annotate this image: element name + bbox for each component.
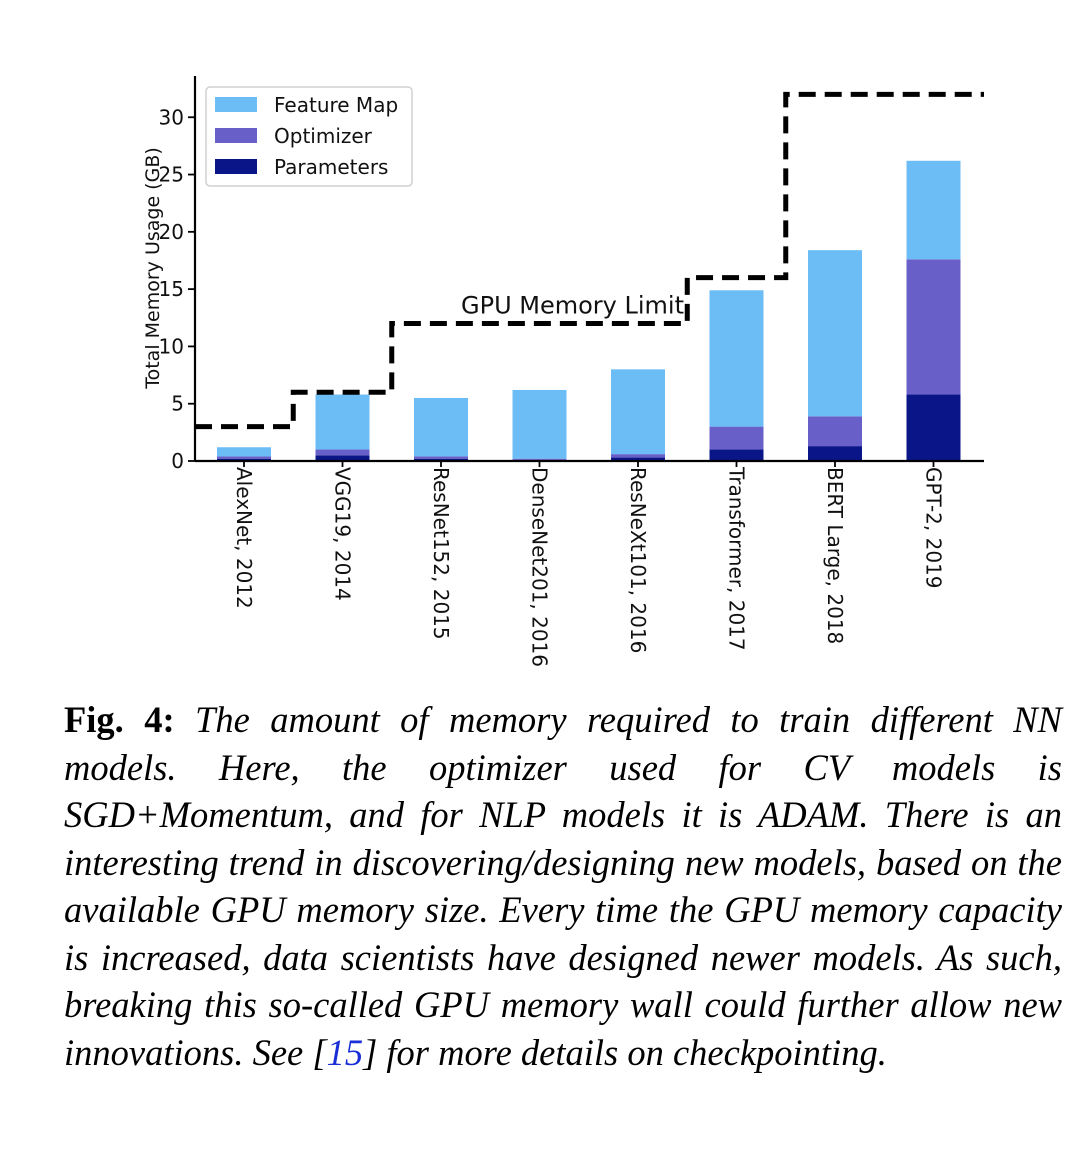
y-tick-label: 15 [159,277,184,301]
legend-box [205,86,413,187]
x-tick-label: AlexNet, 2012 [232,467,256,609]
bar-optimizer-resnet152-2015 [414,456,468,459]
memory-usage-chart: 0 5 10 15 20 25 30 AlexNet, 2012 VGG19, 2014 Res… [142,76,984,667]
y-tick-label: 30 [159,105,184,129]
bar-feature-map-alexnet-2012 [217,447,271,457]
bar-parameters-transformer-2017 [709,449,764,461]
legend-swatch-feature-map [215,97,257,112]
figure-caption-label: Fig. 4: [64,699,175,740]
gpu-memory-limit-layer [195,91,984,430]
x-tick-label: DenseNet201, 2016 [528,467,552,667]
bar-optimizer-resnext101-2016 [611,454,665,458]
bar-feature-map-vgg19-2014 [315,394,370,450]
bar-feature-map-transformer-2017 [709,290,764,427]
bar-parameters-vgg19-2014 [315,455,370,461]
bar-feature-map-gpt-2-2019 [906,160,961,260]
y-tick-label: 0 [171,449,184,473]
axes-layer [193,76,984,463]
bar-optimizer-vgg19-2014 [315,449,370,456]
bar-feature-map-resnet152-2015 [414,397,468,457]
x-tick-label: ResNeXt101, 2016 [626,467,650,653]
citation-link[interactable]: 15 [326,1031,364,1073]
bar-feature-map-densenet201-2016 [512,389,567,459]
x-tick-label: BERT Large, 2018 [823,467,847,644]
x-tick-label: VGG19, 2014 [331,467,355,601]
bars-layer [217,160,961,461]
bar-parameters-resnet152-2015 [414,458,468,461]
legend-label-optimizer: Optimizer [274,124,373,148]
gpu-memory-limit-label: GPU Memory Limit [461,292,684,320]
y-ticks-layer: 0 5 10 15 20 25 30 [159,105,195,473]
legend-label-feature-map: Feature Map [274,93,398,117]
figure-caption-text-end: ] for more details on checkpointing. [363,1031,887,1073]
x-tick-label: Transformer, 2017 [725,466,749,651]
bar-optimizer-transformer-2017 [709,426,764,450]
bar-parameters-gpt-2-2019 [906,394,961,461]
y-tick-label: 25 [159,163,184,187]
bar-optimizer-gpt-2-2019 [906,259,961,395]
bar-optimizer-bert-large-2018 [808,416,862,447]
y-axis-label: Total Memory Usage (GB) [142,147,164,390]
bar-parameters-resnext101-2016 [611,457,665,461]
bar-optimizer-densenet201-2016 [512,458,567,460]
figure-caption: Fig. 4: The amount of memory required to… [64,696,1062,1076]
legend-swatch-parameters [215,159,257,174]
x-tick-label: GPT-2, 2019 [922,467,946,589]
bar-parameters-bert-large-2018 [808,446,862,461]
bar-optimizer-alexnet-2012 [217,456,271,459]
figure-caption-text: The amount of memory required to train d… [64,699,1062,1073]
y-tick-label: 5 [171,392,184,416]
legend-swatch-optimizer [215,128,257,143]
bar-feature-map-resnext101-2016 [611,369,665,455]
y-tick-label: 20 [159,220,184,244]
legend-label-parameters: Parameters [274,155,388,179]
x-tick-label: ResNet152, 2015 [429,467,453,640]
gpu-memory-limit-line [195,91,984,430]
chart-legend: Feature Map Optimizer Parameters [205,86,413,187]
x-ticks-layer: AlexNet, 2012 VGG19, 2014 ResNet152, 2015 D… [232,461,946,667]
bar-feature-map-bert-large-2018 [808,250,862,417]
bar-parameters-alexnet-2012 [217,458,271,461]
y-tick-label: 10 [159,334,184,358]
